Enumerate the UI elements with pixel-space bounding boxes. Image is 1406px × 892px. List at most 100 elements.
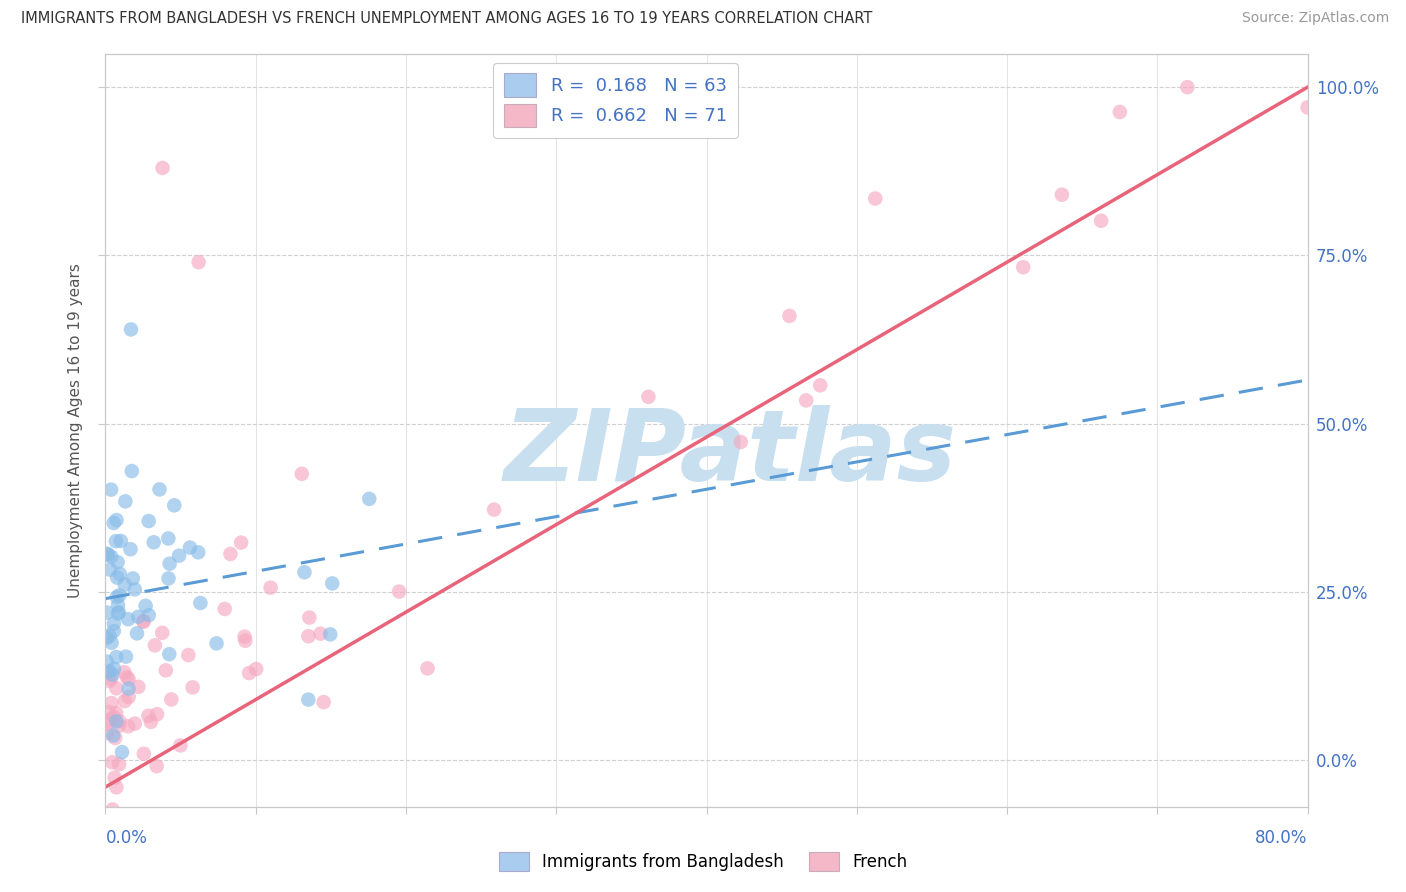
Point (120, 542, 142, 557)
Point (108, 757, 131, 772)
Point (205, 636, 228, 650)
Point (139, 714, 162, 729)
Text: ZIPatlas: ZIPatlas (503, 404, 957, 501)
Point (157, 571, 180, 585)
Point (238, 666, 260, 681)
Point (1175, 80, 1198, 95)
Point (294, 566, 316, 580)
Point (108, 566, 131, 581)
Point (103, 729, 125, 743)
Point (104, 771, 127, 785)
Point (117, 681, 139, 696)
Point (127, 610, 149, 624)
Point (103, 516, 125, 530)
Point (359, 491, 381, 506)
Point (103, 616, 125, 631)
Point (105, 570, 128, 584)
Point (190, 596, 212, 610)
Point (96, 606, 118, 620)
Point (312, 695, 335, 709)
Point (1108, 105, 1130, 120)
Point (138, 608, 160, 623)
Point (108, 589, 131, 603)
Point (179, 541, 201, 555)
Point (101, 756, 124, 770)
Point (730, 435, 752, 450)
Legend: Immigrants from Bangladesh, French: Immigrants from Bangladesh, French (491, 843, 915, 880)
Point (157, 532, 180, 546)
Legend: R =  0.168   N = 63, R =  0.662   N = 71: R = 0.168 N = 63, R = 0.662 N = 71 (494, 62, 738, 138)
Point (100, 672, 122, 686)
Point (482, 502, 505, 516)
Point (114, 577, 136, 591)
Point (96, 726, 118, 740)
Point (104, 731, 127, 745)
Point (291, 467, 314, 481)
Point (319, 627, 342, 641)
Point (298, 610, 321, 624)
Point (148, 483, 170, 497)
Point (1296, 100, 1319, 114)
Point (808, 378, 831, 392)
Point (124, 716, 146, 731)
Point (101, 802, 124, 816)
Point (121, 571, 143, 585)
Point (107, 607, 129, 621)
Point (146, 707, 169, 722)
Point (117, 672, 139, 686)
Point (135, 599, 157, 613)
Point (388, 584, 411, 599)
Point (98, 673, 121, 688)
Point (98, 563, 121, 577)
Point (181, 681, 204, 695)
Point (96, 655, 118, 669)
Point (110, 533, 132, 548)
Y-axis label: Unemployment Among Ages 16 to 19 years: Unemployment Among Ages 16 to 19 years (67, 263, 83, 598)
Point (177, 648, 200, 662)
Point (115, 670, 138, 684)
Point (124, 582, 146, 597)
Point (163, 499, 186, 513)
Point (97, 705, 120, 719)
Point (105, 780, 128, 795)
Point (96, 631, 118, 645)
Point (117, 612, 139, 626)
Point (103, 662, 125, 676)
Point (150, 625, 173, 640)
Point (1050, 187, 1073, 202)
Point (169, 739, 191, 753)
Point (105, 650, 128, 665)
Point (103, 710, 125, 724)
Point (143, 638, 166, 652)
Point (778, 309, 800, 323)
Point (142, 535, 165, 549)
Point (145, 759, 167, 773)
Point (108, 719, 131, 733)
Point (98, 713, 121, 727)
Point (637, 390, 659, 404)
Point (309, 626, 332, 640)
Point (117, 719, 139, 733)
Point (127, 680, 149, 694)
Text: Source: ZipAtlas.com: Source: ZipAtlas.com (1241, 11, 1389, 25)
Point (96, 547, 118, 561)
Point (114, 494, 136, 508)
Point (132, 747, 155, 761)
Point (155, 664, 177, 678)
Text: 80.0%: 80.0% (1256, 829, 1308, 847)
Point (105, 681, 128, 696)
Point (259, 581, 281, 595)
Point (865, 192, 887, 206)
Point (187, 255, 209, 269)
Point (111, 745, 134, 759)
Point (794, 393, 817, 408)
Point (138, 708, 160, 723)
Point (167, 549, 190, 563)
Point (187, 545, 209, 559)
Point (138, 514, 160, 528)
Point (107, 598, 129, 612)
Point (97, 548, 120, 562)
Point (416, 661, 439, 675)
Point (108, 605, 131, 619)
Point (101, 667, 124, 681)
